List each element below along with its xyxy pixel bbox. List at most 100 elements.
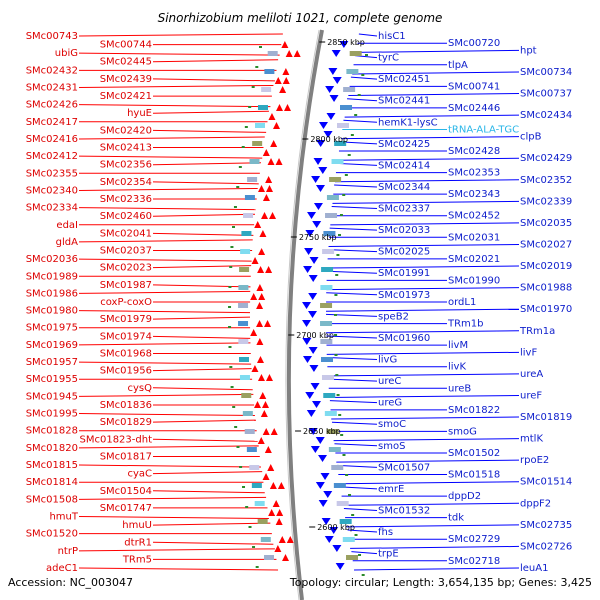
backbone-tick <box>339 214 343 216</box>
gene-label-right: emrE <box>378 484 404 495</box>
forward-gene-arrow <box>260 410 268 417</box>
reverse-gene-arrow <box>302 302 312 309</box>
reverse-gene-arrow <box>313 158 323 165</box>
gene-label-right: livK <box>448 362 466 373</box>
gene-label-right: SMc02429 <box>520 153 572 164</box>
feature-block <box>239 267 250 272</box>
forward-gene-arrow <box>267 158 275 165</box>
reverse-gene-arrow <box>302 356 312 363</box>
feature-block <box>244 429 255 434</box>
feature-block <box>334 141 347 146</box>
kbp-label: 2750 kbp <box>299 233 337 242</box>
backbone-tick <box>335 374 339 376</box>
feature-block <box>320 285 333 290</box>
forward-gene-arrow <box>275 104 283 111</box>
backbone-tick <box>251 86 255 88</box>
forward-gene-arrow <box>262 194 270 201</box>
gene-label-right: SMc02033 <box>378 225 430 236</box>
forward-gene-arrow <box>279 86 287 93</box>
gene-label-right: SMc01822 <box>448 405 500 416</box>
connector-line-right <box>326 292 378 296</box>
reverse-gene-arrow <box>304 248 314 255</box>
gene-label-right: ureB <box>448 383 471 394</box>
gene-label-right: SMc01988 <box>520 283 572 294</box>
gene-label-right: ureA <box>520 369 543 380</box>
backbone-tick <box>229 366 233 368</box>
feature-block <box>255 123 265 128</box>
connector-line-left <box>78 361 252 365</box>
gene-label-right: livM <box>448 340 468 351</box>
backbone-tick <box>334 314 338 316</box>
reverse-gene-arrow <box>302 338 312 345</box>
feature-block <box>261 87 272 92</box>
feature-block <box>333 483 346 488</box>
gene-label-right: clpB <box>520 132 542 143</box>
gene-label-left: SMc01520 <box>26 529 78 540</box>
connector-line-left <box>152 78 275 82</box>
forward-gene-arrow <box>250 293 258 300</box>
connector-line-right <box>326 335 378 339</box>
feature-block <box>267 51 278 56</box>
backbone-tick <box>228 346 232 348</box>
gene-label-right: livF <box>520 347 537 358</box>
feature-block <box>238 285 249 290</box>
gene-label-right: SMc02434 <box>520 110 572 121</box>
feature-block <box>249 465 260 470</box>
gene-label-left: ubiG <box>55 48 78 59</box>
forward-gene-arrow <box>278 536 286 543</box>
right-connector-lines <box>325 33 520 571</box>
gene-label-right: SMc00737 <box>520 89 572 100</box>
gene-label-right: ureF <box>520 390 542 401</box>
reverse-gene-arrow <box>316 140 326 147</box>
forward-gene-arrow <box>269 212 277 219</box>
connector-line-right <box>340 141 378 145</box>
gene-label-right: smoS <box>378 441 405 452</box>
gene-label-right: mtlK <box>520 434 543 445</box>
connector-line-right <box>329 227 378 231</box>
connector-line-left <box>152 419 256 423</box>
gene-label-right: SMc02735 <box>520 520 572 531</box>
gene-label-right: SMc02729 <box>448 534 500 545</box>
feature-block <box>240 249 251 254</box>
feature-block <box>321 267 334 272</box>
reverse-gene-arrow <box>329 95 339 102</box>
reverse-gene-arrow <box>305 230 315 237</box>
connector-line-right <box>347 529 378 533</box>
gene-label-right: SMc01973 <box>378 290 430 301</box>
reverse-gene-arrow <box>308 293 318 300</box>
backbone-tick <box>241 146 245 148</box>
backbone-tick <box>348 494 352 496</box>
connector-line-right <box>343 507 378 511</box>
forward-gene-arrow <box>267 464 275 471</box>
left-gene-labels: SMc00743 SMc00744 ubiG SMc02445 SMc02432 SMc0… <box>26 31 152 574</box>
feature-block <box>257 519 268 524</box>
connector-line-right <box>336 459 520 463</box>
feature-block <box>264 69 275 74</box>
forward-gene-arrow <box>277 482 285 489</box>
connector-line-left <box>78 239 253 243</box>
feature-block <box>238 321 249 326</box>
forward-gene-arrow <box>264 320 272 327</box>
connector-line-right <box>346 524 520 528</box>
gene-label-right: tRNA-ALA-TGC <box>448 124 519 135</box>
gene-label-right: hemK1-lysC <box>378 117 438 128</box>
connector-line-right <box>342 502 520 506</box>
backbone-tick <box>361 74 365 76</box>
reverse-gene-arrow <box>323 131 333 138</box>
reverse-gene-arrow <box>323 491 333 498</box>
forward-gene-arrow <box>265 266 273 273</box>
gene-label-left: adeC1 <box>46 563 78 574</box>
reverse-gene-arrow <box>320 473 330 480</box>
connector-line-left <box>78 548 275 552</box>
forward-gene-arrow <box>261 212 269 219</box>
gene-label-left: SMc01829 <box>100 417 152 428</box>
backbone-tick <box>248 106 252 108</box>
backbone-tick <box>228 326 232 328</box>
feature-block <box>247 177 258 182</box>
backbone-tick <box>255 566 259 568</box>
gene-label-left: SMc01975 <box>26 323 78 334</box>
backbone-tick <box>242 486 246 488</box>
forward-gene-arrow <box>270 140 278 147</box>
gene-label-right: speB2 <box>378 311 409 322</box>
gene-label-right: SMc02452 <box>448 211 500 222</box>
